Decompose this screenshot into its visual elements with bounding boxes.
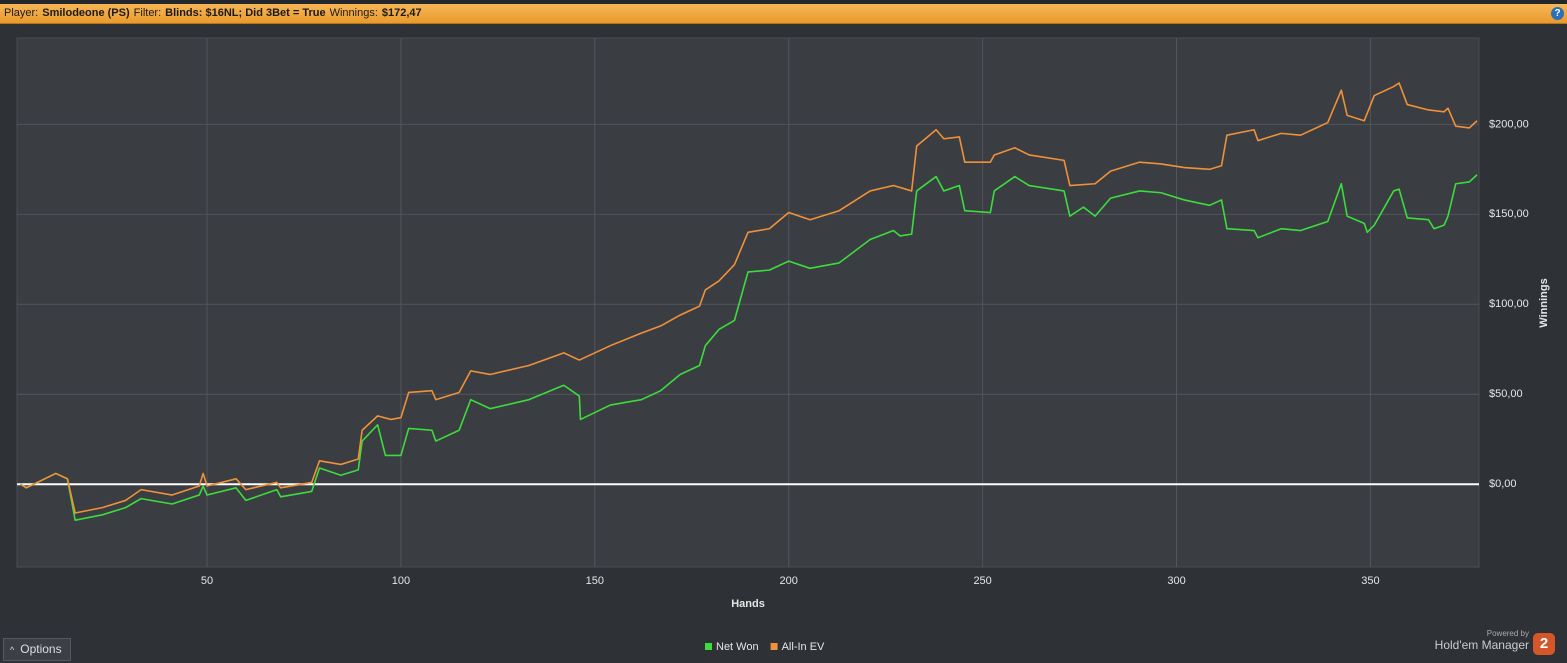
filter-header: Player: Smilodeone (PS) Filter: Blinds: $16… — [0, 4, 1567, 24]
legend-swatch — [770, 643, 778, 650]
y-axis-title: Winnings — [1538, 278, 1550, 327]
series-line — [20, 174, 1478, 522]
plot-area — [16, 37, 1480, 568]
x-tick-label: 100 — [392, 575, 410, 587]
x-tick-label: 250 — [973, 575, 991, 587]
y-tick-label: $200,00 — [1489, 118, 1529, 130]
x-tick-label: 350 — [1361, 575, 1379, 587]
y-tick-label: $0,00 — [1489, 478, 1517, 490]
winnings: $172,47 — [381, 7, 422, 19]
legend-label: Net Won — [716, 641, 759, 653]
legend-label: All-In EV — [782, 641, 825, 653]
options-caret: ^ — [10, 645, 15, 655]
y-tick-label: $100,00 — [1489, 298, 1529, 310]
top-bar — [0, 0, 1567, 4]
help-icon[interactable]: ? — [1551, 7, 1564, 20]
options-button[interactable]: ^ Options — [3, 638, 71, 661]
x-tick-label: 50 — [201, 575, 213, 587]
series-line — [20, 82, 1478, 514]
winnings-label: Winnings: — [329, 7, 378, 19]
filter: Blinds: $16NL; Did 3Bet = True — [165, 7, 326, 19]
player-label: Player: — [4, 7, 39, 19]
options-label: Options — [20, 642, 62, 656]
x-axis-title: Hands — [731, 598, 765, 610]
logo: 2 — [1533, 633, 1555, 655]
x-tick-label: 300 — [1167, 575, 1185, 587]
y-tick-label: $150,00 — [1489, 208, 1529, 220]
branding: Powered by Hold'em Manager — [1435, 629, 1529, 652]
powered-by: Powered by — [1486, 629, 1529, 638]
player: Smilodeone (PS) — [42, 7, 130, 19]
legend-swatch — [705, 643, 712, 650]
product-name: Hold'em Manager — [1434, 638, 1529, 652]
x-tick-label: 150 — [586, 575, 604, 587]
y-tick-label: $50,00 — [1489, 388, 1523, 400]
x-tick-label: 200 — [780, 575, 798, 587]
filter-label: Filter: — [133, 7, 162, 19]
